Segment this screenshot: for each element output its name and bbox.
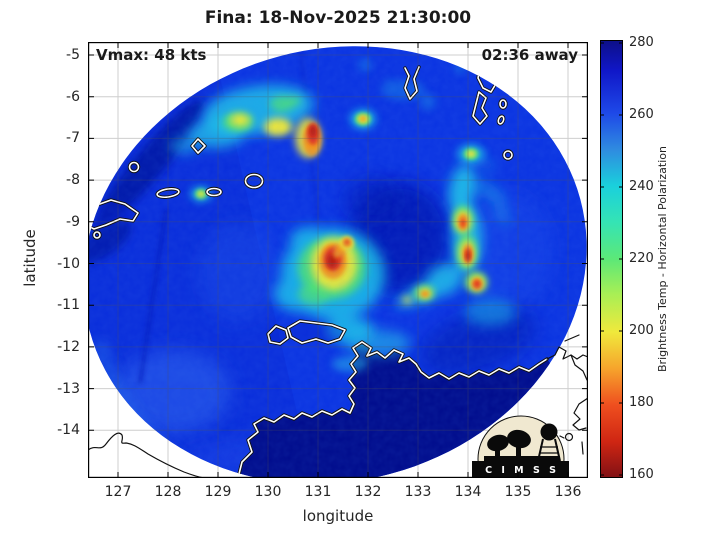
y-tick--13: -13 (57, 381, 80, 397)
colorbar-label: Brightness Temp - Horizontal Polarizatio… (656, 146, 669, 372)
y-tick--10: -10 (57, 256, 80, 272)
y-tick--7: -7 (66, 130, 80, 146)
cb-tick-200: 200 (629, 323, 654, 338)
x-tick-133: 133 (404, 484, 432, 500)
x-tick-132: 132 (354, 484, 382, 500)
cimss-logo: C I M S S (472, 415, 569, 478)
y-tick--8: -8 (66, 172, 80, 188)
cb-tick-220: 220 (629, 251, 654, 266)
x-axis-label: longitude (302, 507, 374, 525)
map-plot: C I M S S (88, 42, 588, 478)
cb-tick-180: 180 (629, 395, 654, 410)
axis-box (88, 42, 588, 478)
cb-tick-160: 160 (629, 467, 654, 482)
x-tick-127: 127 (104, 484, 132, 500)
cimss-logo-text: C I M S S (485, 465, 559, 476)
gridlines (88, 42, 588, 478)
x-tick-129: 129 (204, 484, 232, 500)
outer-coastlines (88, 334, 588, 478)
y-tick--11: -11 (57, 297, 80, 313)
time-away-annotation: 02:36 away (481, 46, 578, 64)
y-tick--14: -14 (57, 422, 80, 438)
y-tick--9: -9 (66, 214, 80, 230)
x-tick-136: 136 (554, 484, 582, 500)
x-tick-130: 130 (254, 484, 282, 500)
y-tick--5: -5 (66, 47, 80, 63)
x-tick-128: 128 (154, 484, 182, 500)
cb-tick-280: 280 (629, 35, 654, 50)
y-tick--6: -6 (66, 89, 80, 105)
satellite-swath-image: C I M S S (88, 42, 588, 478)
x-tick-131: 131 (304, 484, 332, 500)
page-title: Fina: 18-Nov-2025 21:30:00 (204, 8, 472, 28)
y-axis-label: latitude (21, 229, 39, 287)
x-tick-134: 134 (454, 484, 482, 500)
cb-tick-240: 240 (629, 179, 654, 194)
vmax-annotation: Vmax: 48 kts (96, 46, 207, 64)
cb-tick-260: 260 (629, 107, 654, 122)
y-tick--12: -12 (57, 339, 80, 355)
colorbar (600, 40, 623, 478)
x-tick-135: 135 (504, 484, 532, 500)
